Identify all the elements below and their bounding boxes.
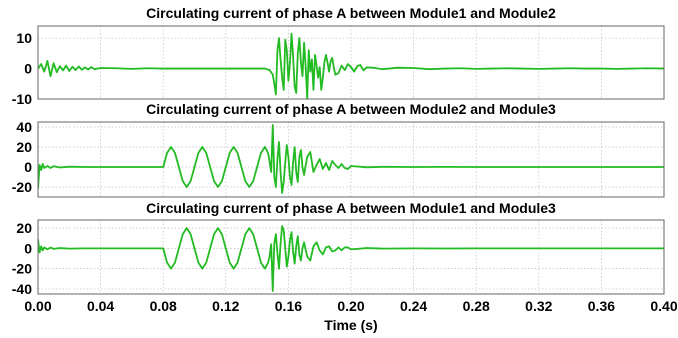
plot-frame-2 bbox=[37, 121, 665, 198]
x-tick-label-2: 0.08 bbox=[150, 298, 177, 314]
x-tick-label-4: 0.16 bbox=[275, 298, 302, 314]
chart-title-3: Circulating current of phase A between M… bbox=[146, 200, 556, 216]
x-tick-label-7: 0.28 bbox=[463, 298, 490, 314]
y-tick-label-2-1: 20 bbox=[16, 139, 32, 155]
x-tick-label-10: 0.40 bbox=[650, 298, 677, 314]
x-tick-label-9: 0.36 bbox=[588, 298, 615, 314]
x-tick-label-5: 0.20 bbox=[337, 298, 364, 314]
x-tick-label-6: 0.24 bbox=[400, 298, 427, 314]
x-tick-label-1: 0.04 bbox=[87, 298, 114, 314]
y-tick-label-3-0: 20 bbox=[16, 220, 32, 236]
chart-panel-3: Circulating current of phase A between M… bbox=[12, 200, 678, 333]
chart-title-1: Circulating current of phase A between M… bbox=[146, 5, 556, 21]
chart-panel-1: Circulating current of phase A between M… bbox=[12, 5, 665, 107]
y-tick-label-1-1: 0 bbox=[24, 61, 32, 77]
series-line-3-1 bbox=[38, 225, 664, 292]
plot-area-2 bbox=[38, 122, 664, 197]
y-tick-label-3-2: -20 bbox=[12, 261, 32, 277]
plot-area-3 bbox=[38, 220, 664, 294]
plot-frame-1 bbox=[37, 25, 665, 100]
series-line-1-1 bbox=[38, 32, 664, 99]
y-tick-label-2-3: -20 bbox=[12, 179, 32, 195]
x-tick-label-8: 0.32 bbox=[525, 298, 552, 314]
chart-title-2: Circulating current of phase A between M… bbox=[146, 101, 556, 117]
y-tick-label-1-2: -10 bbox=[12, 91, 32, 107]
y-tick-label-3-3: -40 bbox=[12, 281, 32, 297]
y-tick-label-3-1: 0 bbox=[24, 240, 32, 256]
x-tick-label-0: 0.00 bbox=[24, 298, 51, 314]
x-tick-label-3: 0.12 bbox=[212, 298, 239, 314]
y-tick-label-2-2: 0 bbox=[24, 159, 32, 175]
y-tick-label-1-0: 10 bbox=[16, 30, 32, 46]
y-tick-label-2-0: 40 bbox=[16, 119, 32, 135]
x-axis-label: Time (s) bbox=[324, 317, 377, 333]
series-line-2-1 bbox=[38, 124, 664, 194]
chart-panel-2: Circulating current of phase A between M… bbox=[12, 101, 665, 198]
plot-frame-3 bbox=[37, 219, 665, 295]
